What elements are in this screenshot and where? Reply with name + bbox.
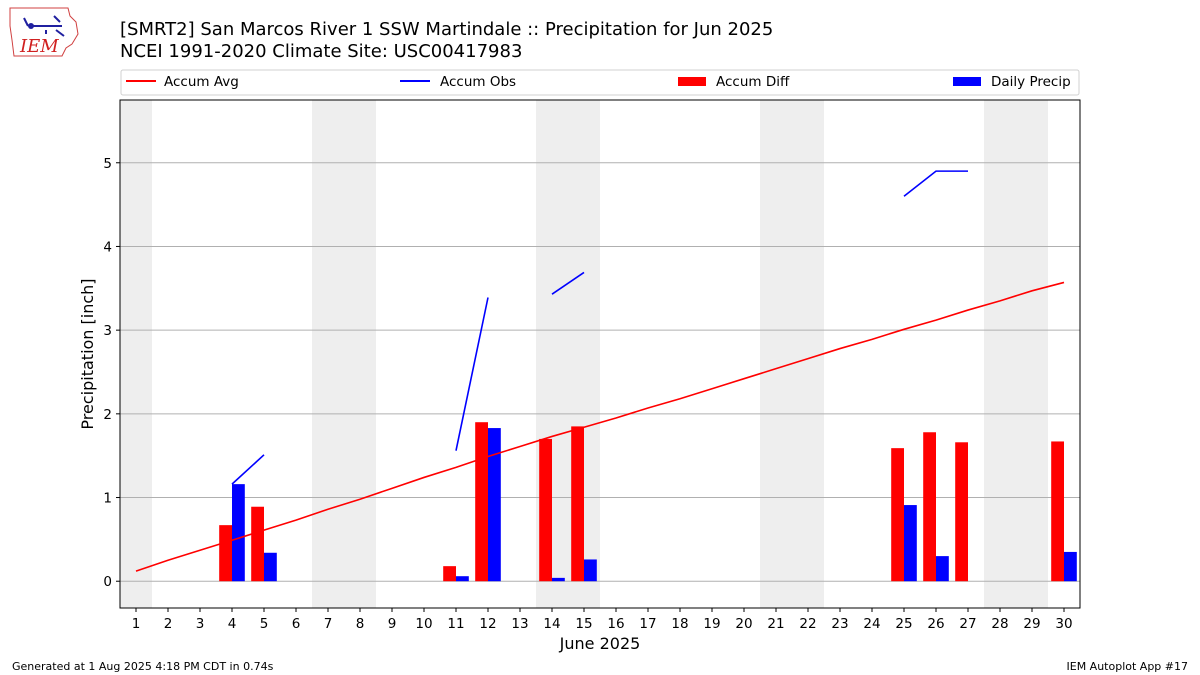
daily-precip-bar <box>1064 551 1077 582</box>
daily-precip-bar <box>232 484 245 582</box>
x-tick-label: 14 <box>543 616 560 632</box>
accum-diff-bar <box>1051 441 1064 582</box>
accum-diff-bar <box>219 525 232 582</box>
accum-diff-bar <box>251 506 264 582</box>
y-tick-label: 3 <box>103 323 112 339</box>
x-tick-label: 28 <box>991 616 1008 632</box>
weekend-shade <box>344 100 376 608</box>
accum-avg-line <box>135 281 1065 572</box>
x-tick-label: 20 <box>735 616 752 632</box>
chart-title: [SMRT2] San Marcos River 1 SSW Martindal… <box>120 19 773 40</box>
weekend-shade <box>312 100 344 608</box>
x-tick-label: 22 <box>799 616 816 632</box>
plot-area-frame <box>119 99 1081 609</box>
accum-diff-bar <box>923 432 936 582</box>
x-tick-label: 18 <box>671 616 688 632</box>
accum-diff-bar <box>475 422 488 582</box>
weekend-shade <box>760 100 792 608</box>
accum-diff-bar <box>891 448 904 582</box>
x-tick-label: 3 <box>196 616 205 632</box>
weekend-shade <box>120 100 152 608</box>
weekend-shading <box>120 100 1048 608</box>
legend-label-accum-diff: Accum Diff <box>716 74 790 90</box>
x-tick-label: 12 <box>479 616 496 632</box>
x-axis-ticks: 1 2 3 4 5 6 7 8 9 10 11 12 13 14 15 16 17 18 19 20 21 22 23 24 2… <box>132 608 1073 632</box>
footer-app-id: IEM Autoplot App #17 <box>1067 660 1189 673</box>
x-tick-label: 26 <box>927 616 944 632</box>
accum-diff-bar <box>539 438 552 582</box>
chart-subtitle: NCEI 1991-2020 Climate Site: USC00417983 <box>120 41 522 62</box>
x-tick-label: 1 <box>132 616 141 632</box>
accum-diff-bar <box>443 566 456 582</box>
x-tick-label: 16 <box>607 616 624 632</box>
x-tick-label: 15 <box>575 616 592 632</box>
x-tick-label: 10 <box>415 616 432 632</box>
y-tick-label: 2 <box>103 407 112 423</box>
x-tick-label: 24 <box>863 616 880 632</box>
accum-obs-line <box>231 454 265 485</box>
x-tick-label: 4 <box>228 616 237 632</box>
accum-obs-line <box>551 271 585 295</box>
x-tick-label: 13 <box>511 616 528 632</box>
footer-generated: Generated at 1 Aug 2025 4:18 PM CDT in 0… <box>12 660 274 673</box>
y-tick-label: 4 <box>103 239 112 255</box>
iowa-state-outline-icon <box>9 7 79 57</box>
weekend-shade <box>1016 100 1048 608</box>
legend-label-accum-avg: Accum Avg <box>164 74 239 90</box>
x-tick-label: 25 <box>895 616 912 632</box>
x-tick-label: 8 <box>356 616 365 632</box>
daily-precip-bar <box>584 559 597 582</box>
accum-diff-bar <box>571 426 584 582</box>
accum-obs-line <box>903 170 968 197</box>
weekend-shade <box>984 100 1016 608</box>
bars <box>219 422 1077 582</box>
legend-swatch-daily-precip <box>953 77 981 86</box>
x-tick-label: 2 <box>164 616 173 632</box>
daily-precip-bar <box>456 576 469 582</box>
x-tick-label: 19 <box>703 616 720 632</box>
daily-precip-bar <box>936 556 949 582</box>
gridlines <box>120 162 1080 582</box>
accum-diff-bar <box>955 442 968 582</box>
y-axis-ticks: 0 1 2 3 4 5 <box>103 156 120 590</box>
daily-precip-bar <box>264 552 277 582</box>
legend-label-accum-obs: Accum Obs <box>440 74 516 90</box>
daily-precip-bar <box>904 505 917 582</box>
x-tick-label: 30 <box>1055 616 1072 632</box>
y-tick-label: 0 <box>103 574 112 590</box>
x-tick-label: 11 <box>447 616 464 632</box>
x-tick-label: 23 <box>831 616 848 632</box>
x-tick-label: 27 <box>959 616 976 632</box>
legend-box <box>120 69 1080 96</box>
weather-station-icon <box>23 15 65 37</box>
accum-obs-line <box>455 297 489 451</box>
x-tick-label: 7 <box>324 616 333 632</box>
x-axis-label: June 2025 <box>559 634 641 653</box>
legend-swatch-accum-diff <box>678 77 706 86</box>
x-tick-label: 21 <box>767 616 784 632</box>
station-dot-icon <box>28 23 34 29</box>
legend-label-daily-precip: Daily Precip <box>991 74 1071 90</box>
y-tick-label: 1 <box>103 491 112 507</box>
y-axis-label: Precipitation [inch] <box>78 278 97 429</box>
weekend-shade <box>792 100 824 608</box>
x-tick-label: 6 <box>292 616 301 632</box>
series-lines <box>135 170 1065 572</box>
daily-precip-bar <box>552 577 565 582</box>
logo-text: IEM <box>19 36 59 57</box>
iem-logo: IEM <box>9 7 79 57</box>
x-tick-label: 17 <box>639 616 656 632</box>
y-tick-label: 5 <box>103 156 112 172</box>
x-tick-label: 29 <box>1023 616 1040 632</box>
x-tick-label: 9 <box>388 616 397 632</box>
daily-precip-bar <box>488 428 501 582</box>
x-tick-label: 5 <box>260 616 269 632</box>
legend: Accum Avg Accum Obs Accum Diff Daily Pre… <box>120 69 1080 96</box>
